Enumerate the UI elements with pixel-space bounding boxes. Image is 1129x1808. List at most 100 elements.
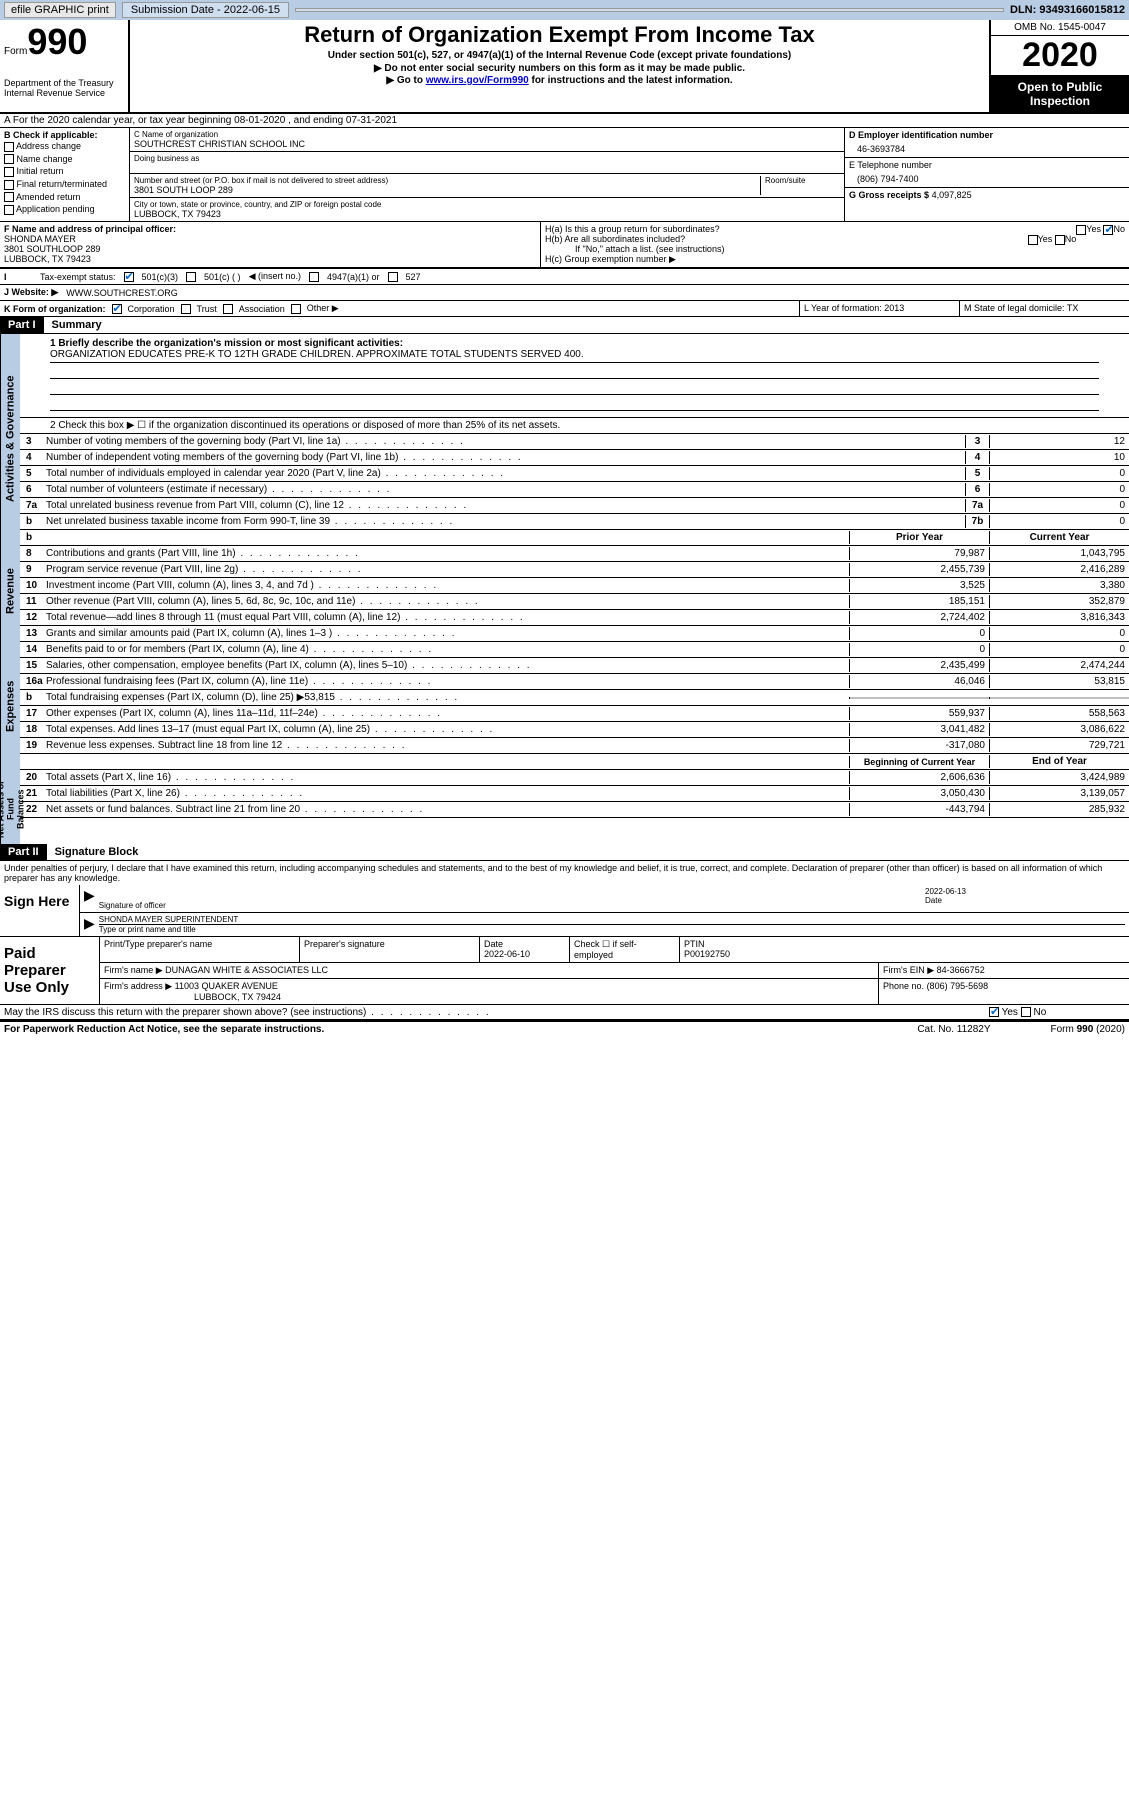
part1-header: Part I Summary: [0, 317, 1129, 334]
curr-val: 0: [989, 643, 1129, 656]
gross-val: 4,097,825: [932, 190, 972, 200]
f-addr2: LUBBOCK, TX 79423: [4, 254, 536, 264]
prior-val: 79,987: [849, 547, 989, 560]
summary-row: 18 Total expenses. Add lines 13–17 (must…: [20, 722, 1129, 738]
row-val: 0: [989, 483, 1129, 496]
city-lbl: City or town, state or province, country…: [134, 200, 840, 209]
row-num: 3: [20, 436, 44, 447]
check-corp[interactable]: [112, 304, 122, 314]
summary-row: 10 Investment income (Part VIII, column …: [20, 578, 1129, 594]
curr-val: 3,139,057: [989, 787, 1129, 800]
check-other[interactable]: [291, 304, 301, 314]
prior-val: 0: [849, 627, 989, 640]
ha-row: H(a) Is this a group return for subordin…: [545, 224, 1125, 234]
hb-note: If "No," attach a list. (see instruction…: [545, 244, 1125, 254]
hdr-curr: Current Year: [989, 531, 1129, 544]
arrow-icon: ▶: [84, 915, 95, 934]
form-number: 990: [27, 21, 87, 62]
city-row: City or town, state or province, country…: [130, 198, 844, 221]
prior-val: 46,046: [849, 675, 989, 688]
prior-val: 2,724,402: [849, 611, 989, 624]
check-address-change[interactable]: Address change: [4, 140, 125, 153]
yes: Yes: [1086, 224, 1101, 234]
row-num: 8: [20, 548, 44, 559]
irs-link[interactable]: www.irs.gov/Form990: [426, 75, 529, 86]
row-text: Total number of volunteers (estimate if …: [44, 483, 965, 496]
summary-row: 9 Program service revenue (Part VIII, li…: [20, 562, 1129, 578]
dba-row: Doing business as: [130, 152, 844, 174]
col-d-e-g: D Employer identification number 46-3693…: [844, 128, 1129, 221]
efile-button[interactable]: efile GRAPHIC print: [4, 2, 116, 18]
prior-val: 2,455,739: [849, 563, 989, 576]
check-amended[interactable]: Amended return: [4, 191, 125, 204]
row-text: Total revenue—add lines 8 through 11 (mu…: [44, 611, 849, 624]
row-text: Investment income (Part VIII, column (A)…: [44, 579, 849, 592]
form-title: Return of Organization Exempt From Incom…: [138, 22, 981, 48]
discuss-yes[interactable]: [989, 1007, 999, 1017]
check-app-pending[interactable]: Application pending: [4, 203, 125, 216]
lbl-501c3: 501(c)(3): [142, 272, 179, 282]
row-num: 15: [20, 660, 44, 671]
sig-officer-lbl: Signature of officer: [99, 901, 166, 910]
check-4947[interactable]: [309, 272, 319, 282]
form-number-box: Form990 Department of the Treasury Inter…: [0, 20, 130, 112]
state-domicile: M State of legal domicile: TX: [959, 301, 1129, 316]
curr-val: [989, 697, 1129, 699]
check-501c3[interactable]: [124, 272, 134, 282]
tax-year: 2020: [991, 36, 1129, 76]
summary-row: 5 Total number of individuals employed i…: [20, 466, 1129, 482]
discuss-no[interactable]: [1021, 1007, 1031, 1017]
vtab-revenue: Revenue: [0, 544, 20, 639]
firm-addr: 11003 QUAKER AVENUE: [175, 981, 278, 991]
f-addr1: 3801 SOUTHLOOP 289: [4, 244, 536, 254]
website-val: WWW.SOUTHCREST.ORG: [66, 288, 178, 298]
row-num: 4: [20, 452, 44, 463]
arrow-icon: ▶: [84, 887, 95, 910]
typed-name-line: ▶ SHONDA MAYER SUPERINTENDENTType or pri…: [80, 913, 1129, 936]
summary-row: 6 Total number of volunteers (estimate i…: [20, 482, 1129, 498]
prep-check: Check ☐ if self-employed: [570, 937, 680, 962]
sig-date: 2022-06-13: [925, 887, 1125, 896]
lbl: Final return/terminated: [17, 179, 108, 189]
check-trust[interactable]: [181, 304, 191, 314]
no: No: [1065, 234, 1077, 244]
k-lbl: K Form of organization:: [4, 304, 106, 314]
check-501c[interactable]: [186, 272, 196, 282]
row-text: Total unrelated business revenue from Pa…: [44, 499, 965, 512]
summary-row: 4 Number of independent voting members o…: [20, 450, 1129, 466]
row-num: 5: [20, 468, 44, 479]
prep-line-2: Firm's name ▶ DUNAGAN WHITE & ASSOCIATES…: [100, 963, 1129, 979]
addr-val: 3801 SOUTH LOOP 289: [134, 185, 760, 195]
curr-val: 352,879: [989, 595, 1129, 608]
prior-val: 3,041,482: [849, 723, 989, 736]
row-k-l-m: K Form of organization: Corporation Trus…: [0, 301, 1129, 317]
lbl: Initial return: [17, 166, 64, 176]
omb-number: OMB No. 1545-0047: [991, 20, 1129, 36]
form-header: Form990 Department of the Treasury Inter…: [0, 20, 1129, 114]
website-row: J Website: ▶ WWW.SOUTHCREST.ORG: [0, 285, 1129, 301]
f-name: SHONDA MAYER: [4, 234, 536, 244]
addr-row: Number and street (or P.O. box if mail i…: [130, 174, 844, 198]
net-header-row: Beginning of Current Year End of Year: [20, 754, 1129, 770]
check-assoc[interactable]: [223, 304, 233, 314]
row-text: Total fundraising expenses (Part IX, col…: [44, 691, 849, 704]
hb-lbl: H(b) Are all subordinates included?: [545, 234, 685, 244]
row-text: Other revenue (Part VIII, column (A), li…: [44, 595, 849, 608]
firm-name: DUNAGAN WHITE & ASSOCIATES LLC: [165, 965, 328, 975]
check-name-change[interactable]: Name change: [4, 153, 125, 166]
summary-row: 13 Grants and similar amounts paid (Part…: [20, 626, 1129, 642]
part2-header: Part II Signature Block: [0, 844, 1129, 861]
ein-val: 46-3693784: [849, 140, 1125, 154]
addr-lbl: Number and street (or P.O. box if mail i…: [134, 176, 760, 185]
prior-val: -317,080: [849, 739, 989, 752]
inst2-pre: ▶ Go to: [386, 75, 425, 86]
check-527[interactable]: [388, 272, 398, 282]
lbl-527: 527: [406, 272, 421, 282]
rev-header-row: b Prior Year Current Year: [20, 530, 1129, 546]
check-final-return[interactable]: Final return/terminated: [4, 178, 125, 191]
row-num: 19: [20, 740, 44, 751]
row-box: 4: [965, 451, 989, 464]
org-name-lbl: C Name of organization: [134, 130, 840, 139]
declaration-text: Under penalties of perjury, I declare th…: [0, 861, 1129, 885]
check-initial-return[interactable]: Initial return: [4, 165, 125, 178]
